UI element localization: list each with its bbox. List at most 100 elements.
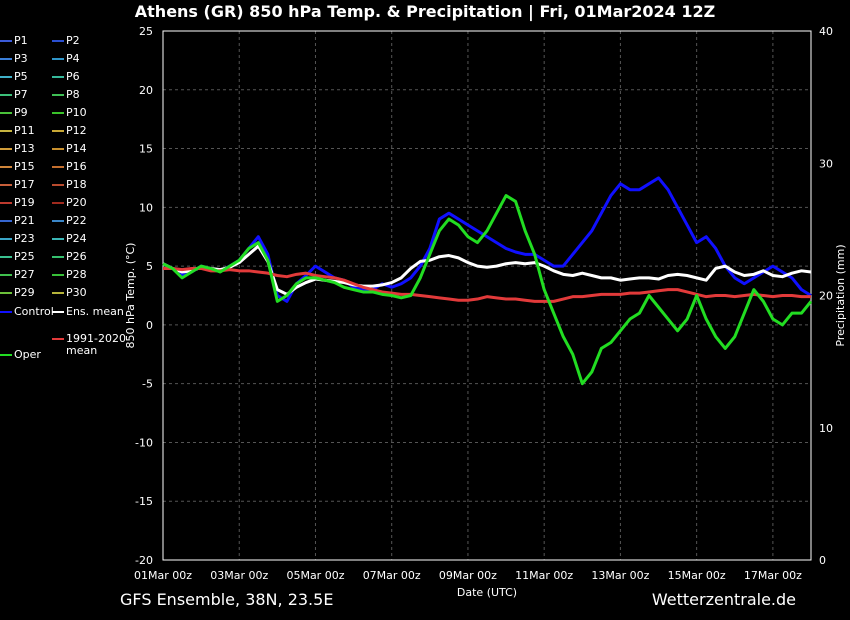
legend-label: P19 — [14, 196, 35, 209]
y2-tick-label: 10 — [819, 422, 833, 435]
y-tick-label: 0 — [146, 319, 153, 332]
legend-label: P23 — [14, 232, 35, 245]
legend-swatch — [52, 40, 64, 42]
legend-swatch — [0, 112, 12, 114]
legend-swatch — [0, 354, 12, 356]
legend-swatch — [52, 112, 64, 114]
legend-item: P27 — [0, 269, 35, 281]
legend-swatch — [52, 311, 64, 313]
y-tick-label: -15 — [135, 495, 153, 508]
legend-item: P30 — [52, 287, 87, 299]
legend-label: P3 — [14, 52, 28, 65]
legend-swatch — [0, 166, 12, 168]
legend-label: P10 — [66, 106, 87, 119]
y-tick-label: 10 — [139, 201, 153, 214]
series-line-ens-mean — [162, 244, 812, 296]
legend-swatch — [0, 256, 12, 258]
legend-label: P16 — [66, 160, 87, 173]
legend-item: P15 — [0, 161, 35, 173]
legend-swatch — [0, 40, 12, 42]
legend-label: P26 — [66, 250, 87, 263]
legend-swatch — [52, 148, 64, 150]
legend-label: Oper — [14, 348, 41, 361]
x-tick-label: 07Mar 00z — [363, 569, 421, 582]
x-tick-label: 13Mar 00z — [591, 569, 649, 582]
legend-label: P17 — [14, 178, 35, 191]
x-tick-label: 15Mar 00z — [668, 569, 726, 582]
legend-label: P30 — [66, 286, 87, 299]
series-line-oper — [162, 194, 813, 386]
legend-label: P18 — [66, 178, 87, 191]
legend-label: 1991-2020 mean — [66, 332, 126, 357]
series-line-control — [162, 176, 812, 303]
legend-item: P17 — [0, 179, 35, 191]
legend-label: P21 — [14, 214, 35, 227]
legend-label: P2 — [66, 34, 80, 47]
y-tick-label: 5 — [146, 260, 153, 273]
legend-label: P8 — [66, 88, 80, 101]
legend-swatch — [52, 130, 64, 132]
legend-label: P24 — [66, 232, 87, 245]
y2-tick-label: 30 — [819, 157, 833, 170]
legend-swatch — [0, 130, 12, 132]
legend-item: P25 — [0, 251, 35, 263]
legend-label: P13 — [14, 142, 35, 155]
y2-tick-label: 20 — [819, 290, 833, 303]
legend-label: P28 — [66, 268, 87, 281]
x-tick-label: 09Mar 00z — [439, 569, 497, 582]
legend-label: P14 — [66, 142, 87, 155]
legend-swatch — [0, 238, 12, 240]
x-tick-label: 01Mar 00z — [134, 569, 192, 582]
legend-label: P5 — [14, 70, 28, 83]
x-axis-label: Date (UTC) — [457, 586, 517, 599]
legend-swatch — [0, 274, 12, 276]
legend-label: P4 — [66, 52, 80, 65]
y-tick-label: 25 — [139, 25, 153, 38]
series-line-1991-2020-mean — [163, 266, 811, 303]
legend-item: P22 — [52, 215, 87, 227]
legend-item: P4 — [52, 53, 80, 65]
y-tick-label: -10 — [135, 436, 153, 449]
legend-item: P28 — [52, 269, 87, 281]
legend-item: P2 — [52, 35, 80, 47]
legend-item: P6 — [52, 71, 80, 83]
legend-swatch — [0, 76, 12, 78]
legend-label: P15 — [14, 160, 35, 173]
legend-item: P9 — [0, 107, 28, 119]
legend-item: P16 — [52, 161, 87, 173]
legend-swatch — [0, 94, 12, 96]
model-info: GFS Ensemble, 38N, 23.5E — [120, 590, 334, 609]
chart-title: Athens (GR) 850 hPa Temp. & Precipitatio… — [134, 2, 716, 21]
y2-tick-label: 0 — [819, 554, 826, 567]
legend-label: Control — [14, 305, 54, 318]
y2-tick-label: 40 — [819, 25, 833, 38]
legend-label: P29 — [14, 286, 35, 299]
legend-item: P19 — [0, 197, 35, 209]
legend-item: Oper — [0, 349, 41, 361]
y-tick-label: 15 — [139, 143, 153, 156]
legend-label: P9 — [14, 106, 28, 119]
legend-swatch — [0, 202, 12, 204]
legend-label: P6 — [66, 70, 80, 83]
y-tick-label: 20 — [139, 84, 153, 97]
legend-item: P26 — [52, 251, 87, 263]
legend-swatch — [0, 220, 12, 222]
legend-label: P11 — [14, 124, 35, 137]
legend-swatch — [52, 220, 64, 222]
x-tick-label: 03Mar 00z — [210, 569, 268, 582]
source-credit: Wetterzentrale.de — [651, 590, 796, 609]
x-tick-label: 05Mar 00z — [286, 569, 344, 582]
legend-label: P22 — [66, 214, 87, 227]
legend-item: 1991-2020 mean — [52, 333, 136, 357]
legend-swatch — [52, 76, 64, 78]
y2-axis-label: Precipitation (mm) — [834, 244, 847, 346]
legend-swatch — [52, 202, 64, 204]
legend-swatch — [0, 292, 12, 294]
legend-item: P21 — [0, 215, 35, 227]
legend-swatch — [52, 184, 64, 186]
legend-item: P1 — [0, 35, 28, 47]
legend-swatch — [0, 58, 12, 60]
legend-swatch — [52, 58, 64, 60]
legend-swatch — [52, 292, 64, 294]
